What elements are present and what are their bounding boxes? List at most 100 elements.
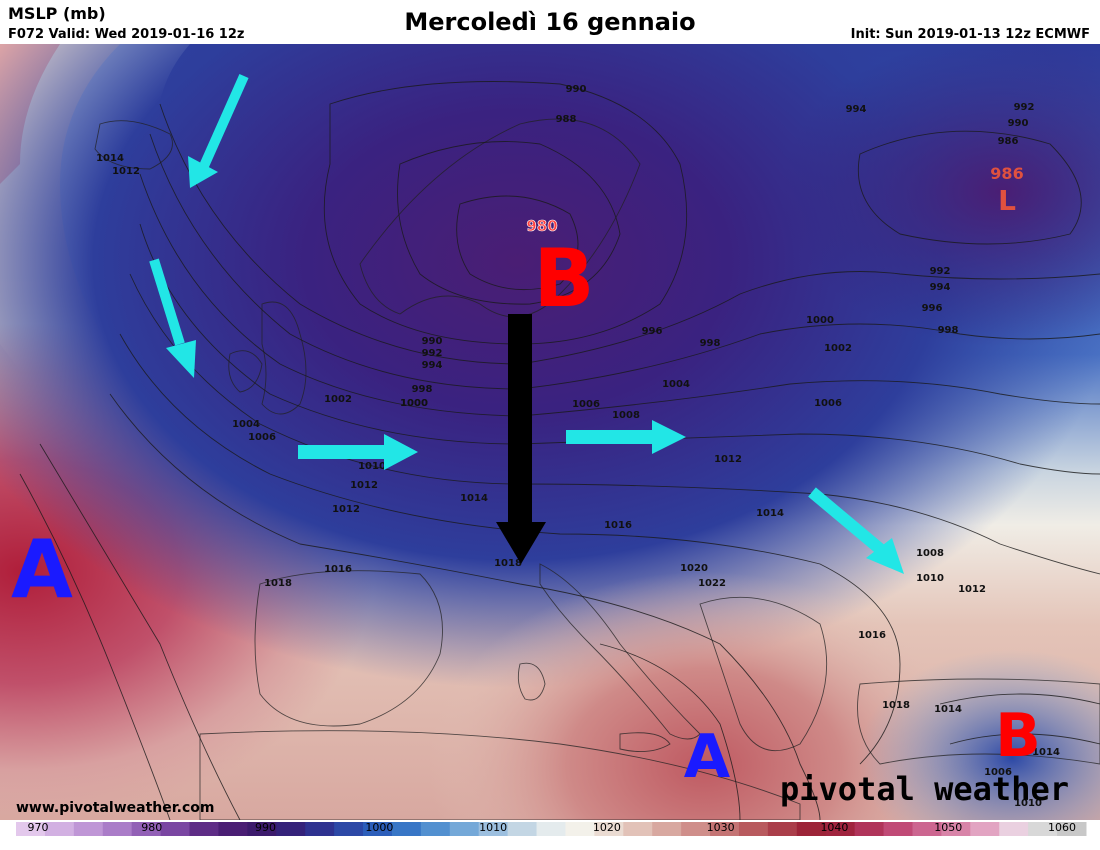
colorbar-swatch — [767, 822, 798, 836]
colorbar-swatches — [16, 822, 1087, 836]
colorbar-swatch — [420, 822, 451, 836]
isobar-label: 990 — [422, 336, 443, 347]
isobar-label: 992 — [930, 266, 951, 277]
isobar-1024 — [39, 443, 241, 820]
colorbar-tick-label: 1010 — [479, 821, 507, 834]
colorbar-swatch — [1028, 822, 1058, 836]
isobar-label: 994 — [422, 360, 443, 371]
colorbar-swatch — [478, 822, 509, 836]
isobar-label: 1006 — [248, 432, 276, 443]
isobar-label: 992 — [422, 348, 443, 359]
isobar-label: 1012 — [112, 166, 140, 177]
colorbar-tick-label: 1060 — [1048, 821, 1076, 834]
colorbar-swatch — [247, 822, 277, 836]
isobar-label: 994 — [930, 282, 951, 293]
isobar-label: 1016 — [604, 520, 632, 531]
ireland — [228, 350, 263, 393]
isobar-label: 1010 — [358, 461, 386, 472]
isobar-label: 1008 — [612, 410, 640, 421]
isobar-label: 1000 — [806, 315, 834, 326]
website-url: www.pivotalweather.com — [16, 800, 215, 816]
colorbar: 970 980 990 1000 1010 1020 1030 1040 1050 1060 — [0, 820, 1100, 850]
colorbar-swatch — [131, 822, 162, 836]
isobar-label: 1014 — [460, 493, 488, 504]
sicily — [619, 732, 671, 753]
cyan-arrow-1 — [188, 73, 249, 188]
colorbar-tick-label: 1000 — [365, 821, 393, 834]
isobar-label: 1002 — [324, 394, 352, 405]
turkish-low — [0, 44, 1100, 820]
isobar-label: 998 — [700, 338, 721, 349]
product-title: MSLP (mb) — [8, 4, 106, 23]
isobar-label: 1010 — [916, 573, 944, 584]
colorbar-swatch — [536, 822, 566, 836]
isobar-label: 1006 — [984, 767, 1012, 778]
colorbar-swatch — [796, 822, 827, 836]
colorbar-swatch — [738, 822, 769, 836]
iceland — [94, 120, 173, 170]
colorbar-swatch — [565, 822, 595, 836]
cyan-arrow-3 — [298, 434, 418, 470]
colorbar-swatch — [710, 822, 740, 836]
brand-logo: pivotal weather — [780, 770, 1069, 808]
isobar-label: 1012 — [350, 480, 378, 491]
isobar-label: 990 — [1008, 118, 1029, 129]
isobar-996 — [159, 103, 1100, 365]
isobar-986 — [857, 130, 1082, 245]
balkans — [699, 596, 828, 752]
high-pressure-label: A — [11, 523, 73, 616]
colorbar-swatch — [854, 822, 885, 836]
colorbar-swatch — [825, 822, 856, 836]
pressure-centers: 980 B 986 L A A B — [11, 164, 1041, 792]
isobar-label: 996 — [642, 326, 663, 337]
scandinavia — [359, 118, 641, 318]
isobar-label: 1006 — [572, 399, 600, 410]
init-time: Init: Sun 2019-01-13 12z ECMWF — [850, 27, 1090, 42]
coastlines — [94, 118, 1100, 820]
isobar-label: 986 — [998, 136, 1019, 147]
isobar-label: 1000 — [400, 398, 428, 409]
isobar-label: 1018 — [882, 700, 910, 711]
colorbar-swatch — [391, 822, 422, 836]
low-pressure-value: 986 — [990, 164, 1023, 183]
colorbar-swatch — [623, 822, 653, 836]
colorbar-swatch — [449, 822, 480, 836]
colorbar-swatch — [73, 822, 104, 836]
great-britain — [261, 301, 307, 415]
colorbar-swatch — [334, 822, 364, 836]
isobar-label: 1016 — [324, 564, 352, 575]
isobar-1012 — [129, 273, 1100, 575]
colorbar-swatch — [218, 822, 248, 836]
colorbar-tick-label: 980 — [141, 821, 162, 834]
page-title: Mercoledì 16 gennaio — [404, 8, 696, 36]
iberia — [254, 570, 443, 727]
colorbar-tick-label: 970 — [28, 821, 49, 834]
isobar-1008-east — [949, 733, 1100, 745]
isobar-988 — [323, 81, 688, 345]
isobar-label: 1006 — [814, 398, 842, 409]
isobar-label: 1018 — [494, 558, 522, 569]
colorbar-tick-label: 990 — [255, 821, 276, 834]
isobar-label: 1022 — [698, 578, 726, 589]
isobar-1020 — [599, 643, 741, 820]
sardinia — [517, 662, 546, 701]
colorbar-swatch — [652, 822, 682, 836]
colorbar-swatch — [883, 822, 913, 836]
colorbar-swatch — [970, 822, 1000, 836]
isobar-label: 992 — [1014, 102, 1035, 113]
colorbar-swatch — [276, 822, 306, 836]
low-pressure-label: L — [998, 184, 1016, 217]
colorbar-swatch — [189, 822, 219, 836]
colorbar-ticks: 970 980 990 1000 1010 1020 1030 1040 1050 1060 — [28, 821, 1077, 834]
isobar-1016 — [119, 333, 901, 765]
isobar-label: 994 — [846, 104, 867, 115]
colorbar-tick-label: 1050 — [934, 821, 962, 834]
valid-time: F072 Valid: Wed 2019-01-16 12z — [8, 27, 245, 42]
isobar-1012-east — [939, 693, 1100, 705]
isobar-label: 1014 — [96, 153, 124, 164]
colorbar-swatch — [160, 822, 191, 836]
colorbar-swatch — [941, 822, 971, 836]
pressure-map: 990 988 994 992 990 986 1014 1012 992 99… — [0, 44, 1100, 820]
isobar-1028 — [19, 473, 171, 820]
isobar-label: 1020 — [680, 563, 708, 574]
